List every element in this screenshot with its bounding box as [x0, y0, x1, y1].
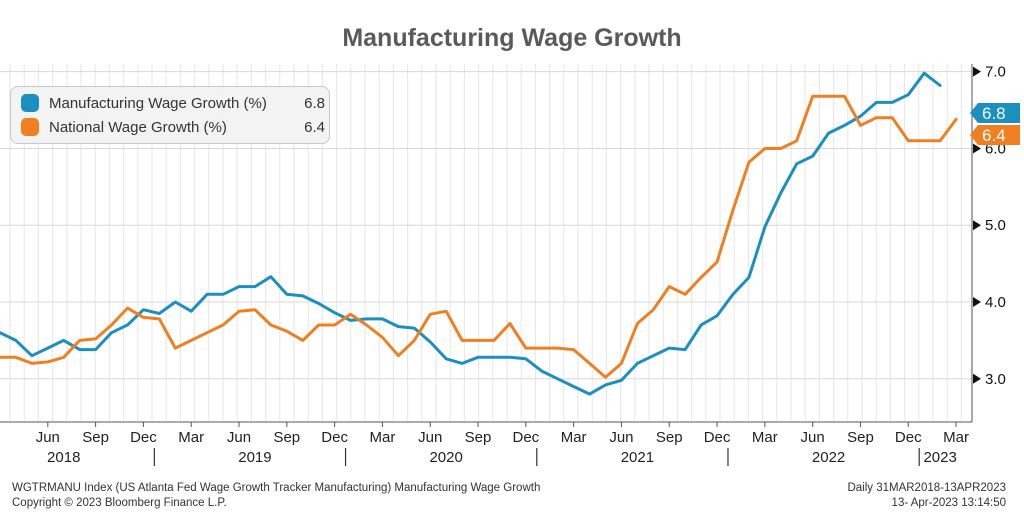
x-tick-label: Sep [273, 429, 300, 446]
x-year-label: 2022 [812, 449, 845, 466]
y-tick-marker [973, 66, 981, 77]
x-tick-label: Dec [512, 429, 539, 446]
x-year-label: 2021 [621, 449, 654, 466]
legend-item-national[interactable]: National Wage Growth (%) 6.4 [21, 116, 325, 138]
y-tick-label: 3.0 [985, 371, 1006, 388]
footer-range: Daily 31MAR2018-13APR2023 [847, 482, 1006, 494]
legend-label-national: National Wage Growth (%) [49, 118, 227, 136]
footer-copyright: Copyright © 2023 Bloomberg Finance L.P. [12, 497, 227, 509]
y-tick-label: 7.0 [985, 64, 1006, 81]
x-tick-label: Sep [656, 429, 683, 446]
legend: Manufacturing Wage Growth (%) 6.8 Nation… [10, 86, 330, 144]
legend-swatch-manufacturing [21, 94, 39, 112]
last-value-label-0: 6.8 [982, 104, 1006, 123]
series-line-1 [0, 94, 958, 379]
last-value-label-1: 6.4 [982, 126, 1006, 145]
x-tick-label: Jun [36, 429, 60, 446]
series-lines [0, 71, 958, 396]
y-tick-marker [973, 143, 981, 154]
y-tick-label: 4.0 [985, 294, 1006, 311]
legend-value-national: 6.4 [304, 118, 325, 136]
x-tick-label: Mar [752, 429, 778, 446]
legend-item-manufacturing[interactable]: Manufacturing Wage Growth (%) 6.8 [21, 92, 325, 114]
x-tick-label: Mar [178, 429, 204, 446]
x-tick-label: Sep [847, 429, 874, 446]
x-tick-label: Mar [943, 429, 969, 446]
x-tick-label: Jun [227, 429, 251, 446]
legend-swatch-national [21, 118, 39, 136]
x-tick-label: Dec [895, 429, 922, 446]
legend-value-manufacturing: 6.8 [304, 94, 325, 112]
footer-source: WGTRMANU Index (US Atlanta Fed Wage Grow… [12, 482, 541, 494]
x-tick-label: Dec [130, 429, 157, 446]
value-labels: 6.86.4 [970, 103, 1020, 145]
x-tick-label: Jun [609, 429, 633, 446]
series-line-0 [0, 71, 942, 396]
footer-timestamp: 13- Apr-2023 13:14:50 [891, 497, 1006, 509]
x-tick-label: Dec [321, 429, 348, 446]
x-year-label: 2020 [429, 449, 462, 466]
chart-title: Manufacturing Wage Growth [342, 24, 682, 52]
x-year-label: 2019 [238, 449, 271, 466]
x-year-label: 2018 [47, 449, 80, 466]
y-tick-marker [973, 297, 981, 307]
y-tick-marker [973, 220, 981, 231]
legend-label-manufacturing: Manufacturing Wage Growth (%) [49, 94, 267, 112]
y-tick-label: 5.0 [985, 217, 1006, 234]
y-tick-marker [973, 373, 981, 384]
x-tick-label: Sep [82, 429, 109, 446]
x-tick-label: Sep [465, 429, 492, 446]
x-tick-label: Jun [801, 429, 825, 446]
last-value-tag-1 [970, 125, 1020, 145]
x-tick-label: Jun [418, 429, 442, 446]
last-value-tag-0 [970, 103, 1020, 123]
x-year-label: 2023 [923, 449, 956, 466]
x-tick-label: Dec [704, 429, 731, 446]
x-tick-label: Mar [370, 429, 396, 446]
x-tick-label: Mar [561, 429, 587, 446]
